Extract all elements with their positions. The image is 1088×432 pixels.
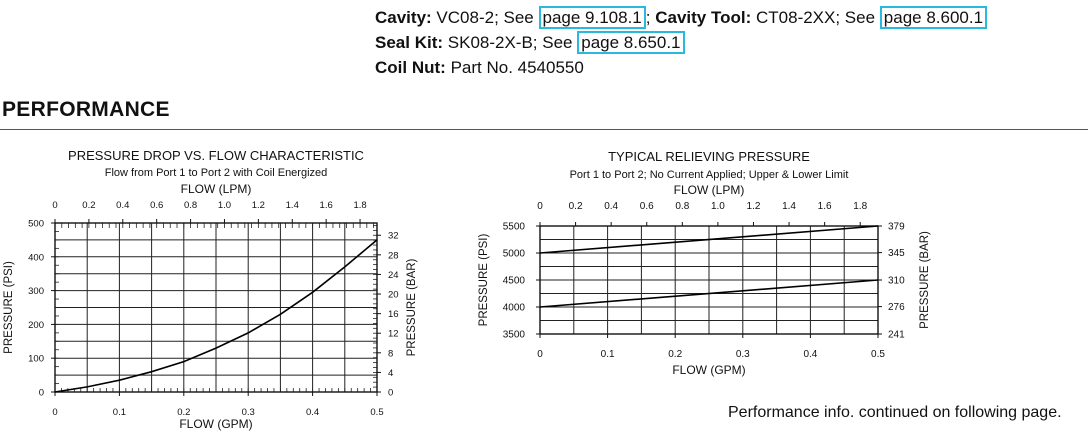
chart2-title: TYPICAL RELIEVING PRESSURE bbox=[608, 149, 810, 164]
chart1-top-tick-label: 0.4 bbox=[116, 200, 129, 211]
chart1-top-tick-label: 1.4 bbox=[286, 200, 299, 211]
chart1-x-axis-label: FLOW (GPM) bbox=[179, 417, 252, 431]
chart2-top-tick-label: 1.4 bbox=[782, 201, 796, 212]
chart1-right-tick-label: 28 bbox=[388, 250, 399, 261]
chart2-top-tick-label: 0.8 bbox=[675, 201, 689, 212]
chart2-y-tick-label: 4500 bbox=[503, 276, 526, 287]
chart1-right-tick-label: 8 bbox=[388, 348, 393, 359]
section-divider bbox=[0, 129, 1088, 130]
spec-block: Cavity: VC08-2; See page 9.108.1; Cavity… bbox=[375, 5, 988, 80]
chart2-y-tick-label: 5500 bbox=[503, 222, 526, 233]
chart1-series-line-1 bbox=[54, 239, 378, 393]
chart2-top-tick-label: 0.6 bbox=[640, 201, 654, 212]
cavity-value: VC08-2; See bbox=[436, 8, 534, 27]
chart1-y-tick-label: 0 bbox=[39, 388, 44, 399]
chart1-y-tick-label: 200 bbox=[28, 320, 44, 331]
chart2-top-tick-label: 0.2 bbox=[569, 201, 583, 212]
chart2-x-axis-label: FLOW (GPM) bbox=[672, 363, 745, 377]
chart1-top-tick-label: 1.2 bbox=[252, 200, 265, 211]
seal-kit-line: Seal Kit: SK08-2X-B; See page 8.650.1 bbox=[375, 30, 987, 55]
cavity-tool-page-link[interactable]: page 8.600.1 bbox=[879, 6, 988, 29]
chart2-right-tick-label: 379 bbox=[888, 222, 905, 233]
chart2-x-tick-label: 0.3 bbox=[736, 349, 750, 360]
chart1-x-tick-label: 0.1 bbox=[113, 407, 126, 418]
coil-nut-line: Coil Nut: Part No. 4540550 bbox=[375, 55, 987, 80]
chart1-y-tick-label: 100 bbox=[28, 354, 44, 365]
chart2-series-line-2 bbox=[539, 279, 879, 308]
chart2-x-tick-label: 0.2 bbox=[668, 349, 682, 360]
chart2-right-axis-label: PRESSURE (BAR) bbox=[919, 231, 931, 329]
chart1-top-axis-label: FLOW (LPM) bbox=[181, 182, 252, 196]
chart1-right-tick-label: 32 bbox=[388, 231, 399, 242]
chart2-top-tick-label: 0.4 bbox=[604, 201, 618, 212]
chart1-plot-frame bbox=[54, 222, 378, 393]
footnote: Performance info. continued on following… bbox=[728, 404, 1062, 421]
section-title: PERFORMANCE bbox=[2, 98, 170, 121]
chart2-right-tick-label: 345 bbox=[888, 248, 905, 259]
chart2-top-tick-label: 0 bbox=[537, 201, 543, 212]
cavity-label: Cavity: bbox=[375, 8, 432, 27]
chart1-y-tick-label: 300 bbox=[28, 286, 44, 297]
cavity-tool-value: CT08-2XX; See bbox=[756, 8, 876, 27]
chart1-right-axis-label: PRESSURE (BAR) bbox=[406, 258, 418, 356]
chart2-y-tick-label: 3500 bbox=[503, 330, 526, 341]
chart1-right-tick-label: 16 bbox=[388, 309, 399, 320]
chart1-right-tick-label: 4 bbox=[388, 368, 393, 379]
chart2-x-tick-label: 0.4 bbox=[803, 349, 817, 360]
chart2-x-tick-label: 0.1 bbox=[601, 349, 615, 360]
chart2-right-tick-label: 241 bbox=[888, 330, 905, 341]
cavity-line: Cavity: VC08-2; See page 9.108.1; Cavity… bbox=[375, 5, 988, 30]
cavity-separator: ; bbox=[645, 8, 651, 27]
chart1-top-tick-label: 1.8 bbox=[353, 200, 366, 211]
seal-kit-value: SK08-2X-B; See bbox=[447, 33, 573, 52]
chart1-title: PRESSURE DROP VS. FLOW CHARACTERISTIC bbox=[68, 148, 364, 163]
chart1-x-tick-label: 0.3 bbox=[242, 407, 255, 418]
chart1-y-tick-label: 400 bbox=[28, 252, 44, 263]
coil-nut-value: Part No. 4540550 bbox=[450, 58, 584, 77]
chart2-y-tick-label: 4000 bbox=[503, 303, 526, 314]
chart1-y-axis-label: PRESSURE (PSI) bbox=[3, 261, 15, 354]
chart1-x-tick-label: 0.2 bbox=[177, 407, 190, 418]
chart2-y-axis-label: PRESSURE (PSI) bbox=[478, 234, 490, 327]
chart2-right-tick-label: 310 bbox=[888, 276, 905, 287]
chart2-series-line-1 bbox=[539, 225, 879, 254]
chart1-top-tick-label: 0.6 bbox=[150, 200, 163, 211]
chart2-top-tick-label: 1.6 bbox=[818, 201, 832, 212]
chart1-x-tick-label: 0.5 bbox=[370, 407, 383, 418]
chart1-top-tick-label: 0.8 bbox=[184, 200, 197, 211]
chart2-y-tick-label: 5000 bbox=[503, 249, 526, 260]
chart1-right-tick-label: 20 bbox=[388, 290, 399, 301]
chart1-top-tick-label: 1.0 bbox=[218, 200, 231, 211]
chart2-x-tick-label: 0.5 bbox=[871, 349, 885, 360]
chart2-top-tick-label: 1.0 bbox=[711, 201, 725, 212]
cavity-tool-label: Cavity Tool: bbox=[655, 8, 752, 27]
chart1-x-tick-label: 0 bbox=[52, 407, 57, 418]
chart2-subtitle: Port 1 to Port 2; No Current Applied; Up… bbox=[570, 169, 849, 181]
cavity-page-link[interactable]: page 9.108.1 bbox=[538, 6, 646, 29]
chart1-top-tick-label: 1.6 bbox=[320, 200, 333, 211]
chart1-right-tick-label: 12 bbox=[388, 329, 399, 340]
chart2-top-axis-label: FLOW (LPM) bbox=[674, 183, 745, 197]
chart1-top-tick-label: 0 bbox=[52, 200, 57, 211]
chart1-right-tick-label: 24 bbox=[388, 270, 399, 281]
chart2-x-tick-label: 0 bbox=[537, 349, 543, 360]
chart2-top-tick-label: 1.8 bbox=[853, 201, 867, 212]
seal-kit-label: Seal Kit: bbox=[375, 33, 444, 52]
chart1-subtitle: Flow from Port 1 to Port 2 with Coil Ene… bbox=[105, 167, 328, 179]
chart2-top-tick-label: 1.2 bbox=[747, 201, 761, 212]
chart2-right-tick-label: 276 bbox=[888, 302, 905, 313]
coil-nut-label: Coil Nut: bbox=[375, 58, 446, 77]
chart1-right-tick-label: 0 bbox=[388, 388, 393, 399]
chart1-top-tick-label: 0.2 bbox=[82, 200, 95, 211]
chart1-x-tick-label: 0.4 bbox=[306, 407, 319, 418]
seal-kit-page-link[interactable]: page 8.650.1 bbox=[577, 31, 685, 54]
chart1-y-tick-label: 500 bbox=[28, 219, 44, 230]
